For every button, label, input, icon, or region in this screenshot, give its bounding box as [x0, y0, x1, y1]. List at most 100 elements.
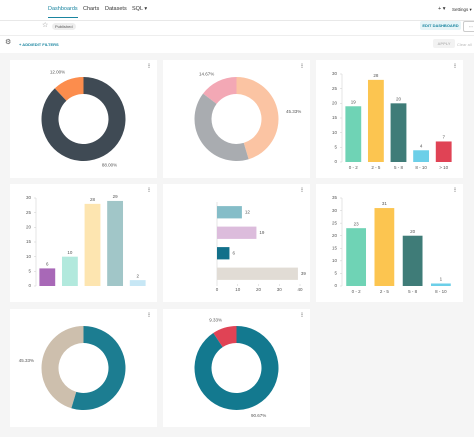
card-menu-dot: [301, 190, 303, 192]
y-tick-label: 20: [26, 225, 32, 230]
y-tick-label: 30: [332, 71, 338, 76]
card-menu-dot: [301, 63, 303, 65]
bar-label: 20: [410, 229, 416, 234]
x-tick-label: 5 - 8: [408, 289, 418, 294]
slice-label: 9.33%: [209, 317, 222, 322]
settings-menu[interactable]: Settings ▾: [452, 7, 472, 12]
nav-item[interactable]: Datasets: [105, 6, 127, 12]
x-tick-label: 0: [216, 287, 219, 292]
y-tick-label: 30: [332, 208, 338, 213]
card-menu-dot: [301, 189, 303, 191]
nav-item[interactable]: Charts: [83, 6, 100, 12]
new-menu[interactable]: + ▾: [438, 6, 446, 12]
card-menu-dot: [301, 65, 303, 67]
bar-label: 23: [354, 221, 360, 226]
bar-label: 10: [67, 250, 73, 255]
slice-label: 88.00%: [102, 163, 117, 168]
card-menu-dot: [301, 314, 303, 316]
pie-slice: [71, 326, 126, 410]
filter-bar: [0, 35, 474, 54]
x-tick-label: 2 - 5: [371, 165, 381, 170]
card-menu-dot: [148, 63, 150, 65]
pie-slice: [41, 326, 84, 409]
card-menu-dot: [454, 189, 456, 191]
pie-slice: [203, 77, 237, 104]
more-button[interactable]: ···: [463, 21, 474, 32]
bar: [217, 226, 257, 239]
pie-slice: [236, 77, 279, 160]
x-tick-label: 5 - 8: [394, 165, 404, 170]
card-menu-dot: [148, 187, 150, 189]
x-tick-label: 8 - 10: [415, 165, 427, 170]
bar: [374, 208, 395, 286]
y-tick-label: 0: [334, 283, 337, 288]
top-nav: [0, 0, 474, 21]
card-menu-dot: [454, 190, 456, 192]
bar: [217, 247, 230, 260]
chart-card: 45.33%: [10, 309, 157, 427]
card-background: [163, 184, 310, 302]
status-badge[interactable]: Published: [52, 23, 76, 30]
bar: [61, 256, 78, 286]
dashboard: 12.00%88.00%14.67%45.33%051015202530190 …: [0, 53, 474, 437]
bar-label: 19: [259, 230, 265, 235]
slice-label: 45.33%: [286, 109, 301, 114]
card-menu-dot: [301, 187, 303, 189]
bar-label: 29: [113, 194, 119, 199]
card-menu-dot: [148, 66, 150, 68]
bar-label: 28: [90, 197, 96, 202]
bar-label: 2: [136, 273, 139, 278]
y-tick-label: 25: [26, 210, 32, 215]
apply-button[interactable]: APPLY: [433, 39, 455, 48]
bar: [84, 203, 101, 286]
chart-card: 9.33% 90.67%: [163, 309, 310, 427]
chart-card: 0 5 10 15 20 25 30 19 0 - 2 28 2 - 5 20 5 - 8 4 8 - 10…: [316, 60, 463, 178]
y-tick-label: 10: [26, 254, 32, 259]
y-tick-label: 25: [332, 220, 338, 225]
slice-label: 14.67%: [199, 71, 214, 76]
bar: [39, 268, 56, 286]
card-menu-dot: [148, 189, 150, 191]
card-menu-dot: [148, 65, 150, 67]
bar: [435, 141, 452, 162]
y-tick-label: 15: [332, 245, 338, 250]
slice-label: 45.33%: [19, 358, 34, 363]
bar-label: 6: [232, 250, 235, 255]
chart-card: 0 5 10 15 20 25 30 35 23 0 - 2 31 2 - 5 20 5 - 8 1 8 - …: [316, 184, 463, 302]
bar-label: 1: [440, 277, 443, 282]
clear-button[interactable]: Clear all: [457, 42, 472, 47]
y-tick-label: 15: [332, 115, 338, 120]
bar-label: 28: [373, 73, 379, 78]
bar: [217, 267, 298, 280]
pie-slice: [194, 326, 279, 410]
bar-label: 4: [420, 143, 423, 148]
card-menu-dot: [148, 312, 150, 314]
y-tick-label: 10: [332, 130, 338, 135]
bar: [367, 79, 384, 162]
bar: [345, 106, 362, 162]
y-tick-label: 30: [26, 195, 32, 200]
card-menu-dot: [148, 315, 150, 317]
settings-icon[interactable]: ⚙: [5, 39, 12, 46]
chart-card: 0 5 10 15 20 25 30 6 10 28 29 2: [10, 184, 157, 302]
edit-button[interactable]: EDIT DASHBOARD: [420, 21, 461, 30]
x-tick-label: 0 - 2: [352, 289, 362, 294]
y-tick-label: 10: [332, 258, 338, 263]
bar-label: 12: [245, 209, 251, 214]
bar: [430, 283, 451, 286]
y-tick-label: 5: [334, 271, 337, 276]
card-menu-dot: [148, 190, 150, 192]
star-icon[interactable]: ☆: [42, 22, 49, 29]
bar-label: 20: [396, 97, 402, 102]
bar: [129, 280, 146, 286]
nav-item[interactable]: Dashboards: [48, 6, 78, 18]
card-menu-dot: [454, 63, 456, 65]
slice-label: 90.67%: [251, 413, 266, 418]
x-tick-label: 20: [256, 287, 262, 292]
filter-button[interactable]: + ADD/EDIT FILTERS: [19, 42, 59, 47]
y-tick-label: 5: [334, 145, 337, 150]
pie-slice: [213, 326, 237, 348]
nav-item[interactable]: SQL ▾: [132, 6, 148, 12]
x-tick-label: > 10: [439, 165, 448, 170]
card-menu-dot: [301, 312, 303, 314]
